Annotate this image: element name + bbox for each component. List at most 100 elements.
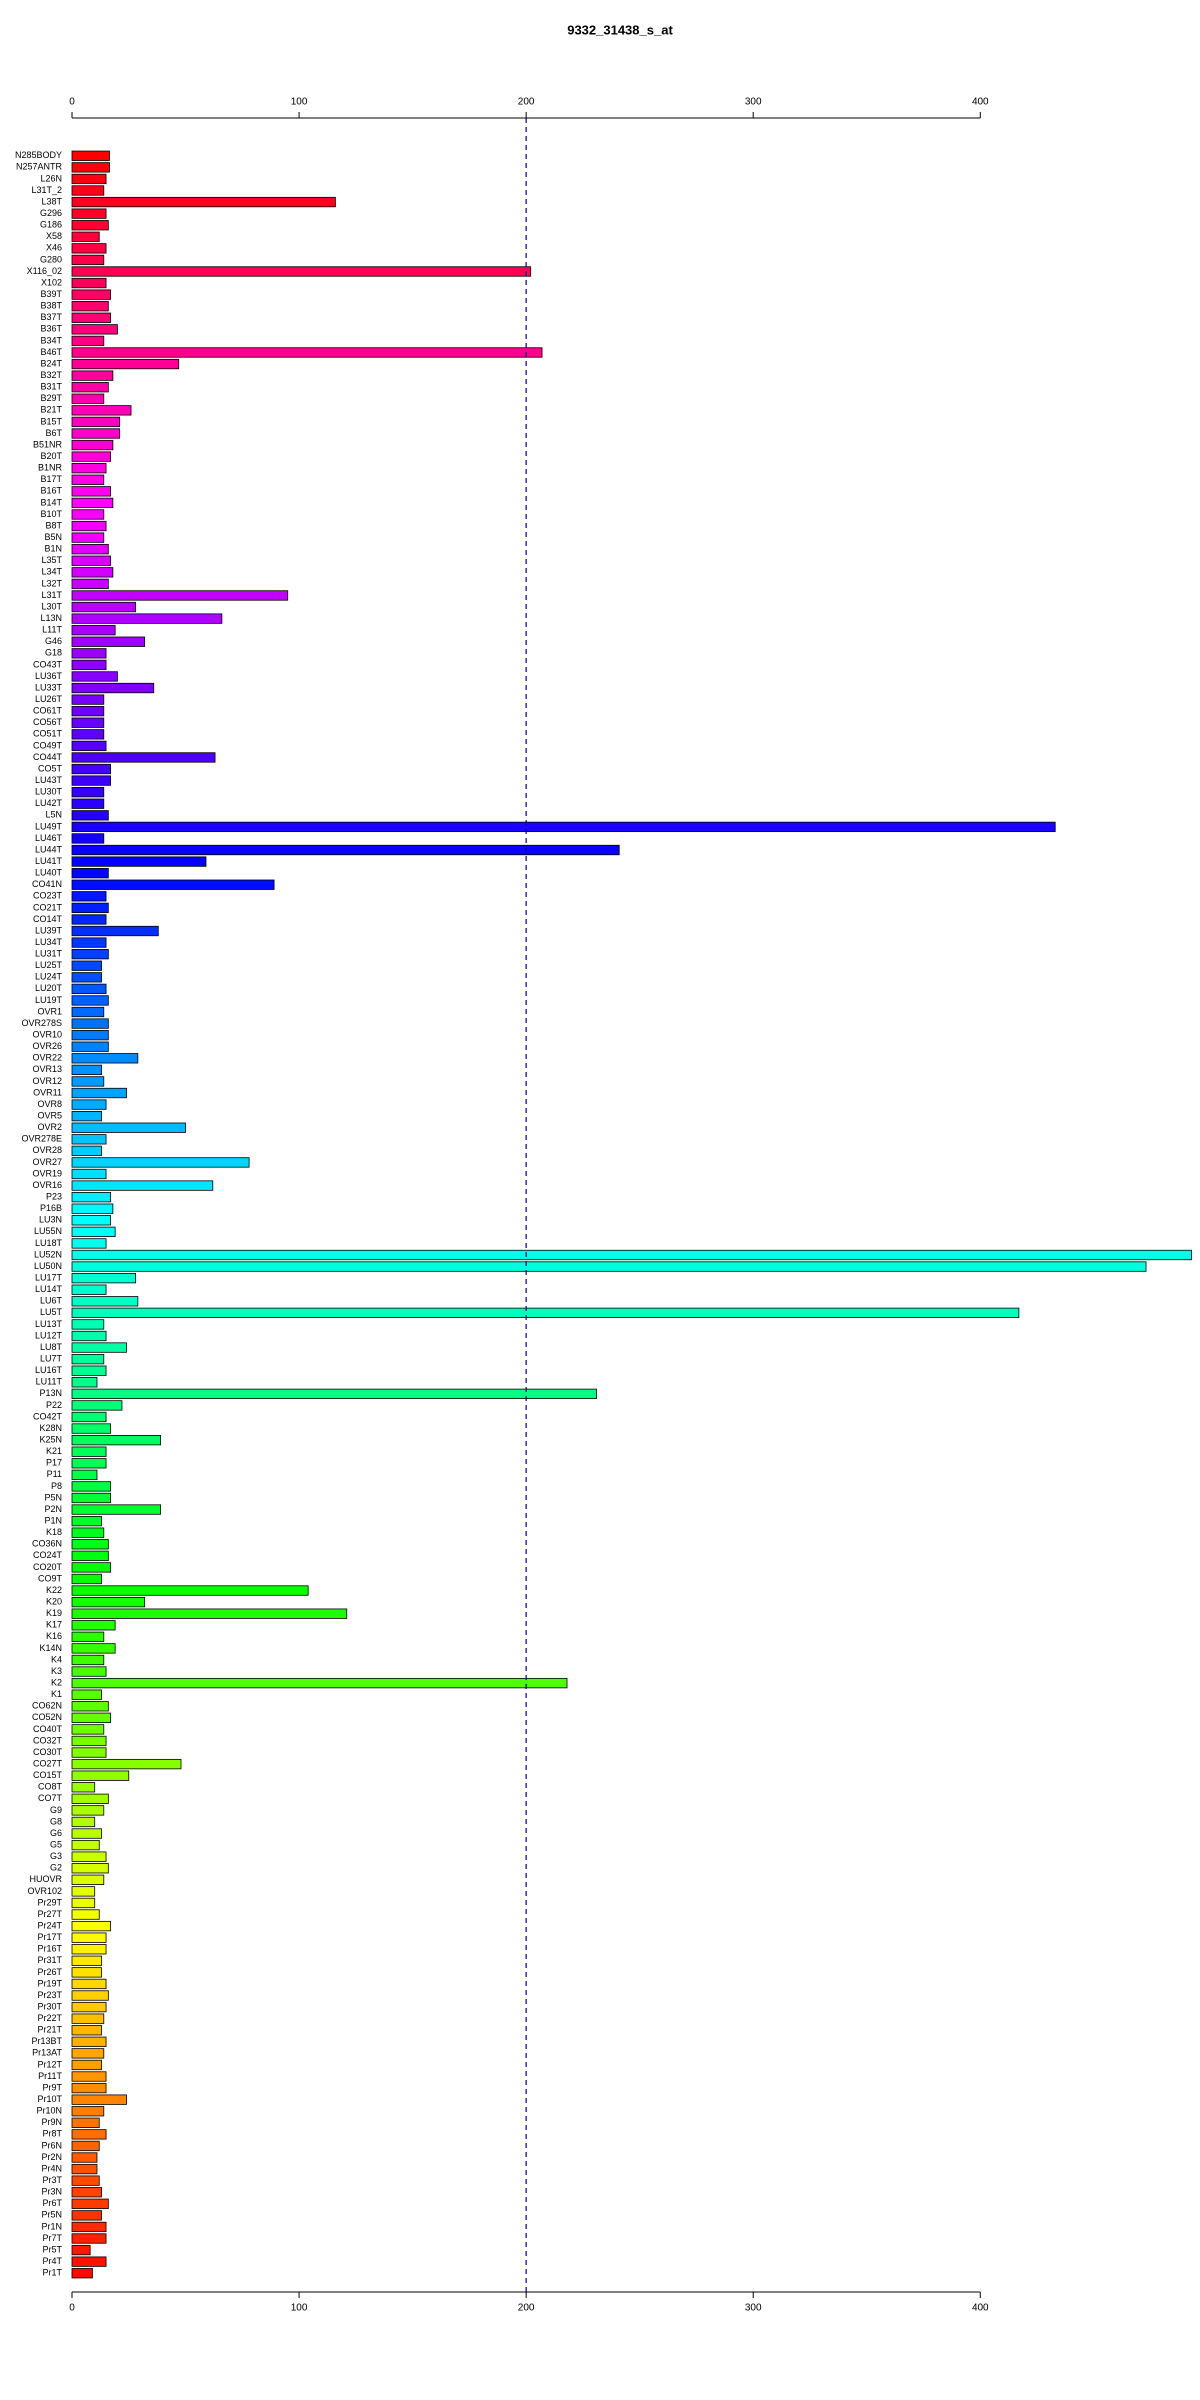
bar <box>71 474 105 485</box>
bar <box>71 1192 112 1203</box>
y-tick-label: OVR102 <box>27 1886 62 1896</box>
y-tick-label: P22 <box>46 1400 62 1410</box>
bar <box>71 659 107 671</box>
y-tick-label: CO52N <box>32 1712 62 1722</box>
y-tick-label: G9 <box>50 1805 62 1815</box>
y-tick-label: LU46T <box>35 833 63 843</box>
bar <box>71 891 107 902</box>
y-tick-label: K18 <box>46 1527 62 1537</box>
y-tick-label: LU6T <box>40 1296 63 1306</box>
bar <box>71 648 107 659</box>
bar <box>71 2059 102 2071</box>
bar <box>71 555 112 566</box>
y-tick-label: L26N <box>40 173 62 183</box>
y-tick-label: OVR12 <box>32 1076 62 1086</box>
y-tick-label: LU17T <box>35 1273 63 1283</box>
y-tick-label: CO30T <box>33 1747 63 1757</box>
bar <box>71 590 289 601</box>
bar <box>71 798 105 809</box>
bar <box>71 1967 102 1978</box>
y-tick-label: P11 <box>47 1469 62 1479</box>
y-tick-label: P5N <box>44 1492 62 1502</box>
y-tick-label: CO7T <box>38 1793 63 1803</box>
bar <box>71 1076 105 1087</box>
y-tick-label: B24T <box>40 358 62 368</box>
bar <box>71 1481 112 1492</box>
y-tick-label: X58 <box>46 231 62 241</box>
y-tick-label: N257ANTR <box>16 162 63 172</box>
bar <box>71 1920 112 1932</box>
bar <box>71 1238 107 1249</box>
bar <box>71 972 102 983</box>
y-tick-label: LU7T <box>40 1354 63 1364</box>
y-tick-label: CO20T <box>33 1562 63 1572</box>
bar <box>71 960 102 971</box>
bar <box>71 1585 309 1596</box>
bar <box>71 983 107 995</box>
bar <box>71 1701 109 1712</box>
bar <box>71 694 105 705</box>
bar <box>71 1747 107 1758</box>
bar <box>71 717 105 728</box>
bar <box>71 1573 102 1585</box>
bar <box>71 671 118 682</box>
chart-title: 9332_31438_s_at <box>567 22 673 37</box>
y-tick-label: OVR278E <box>21 1134 62 1144</box>
bar <box>71 1365 107 1376</box>
bar <box>71 231 100 242</box>
y-tick-label: LU12T <box>35 1330 63 1340</box>
bar <box>71 740 107 752</box>
bar <box>71 868 109 879</box>
y-tick-label: LU34T <box>35 937 63 947</box>
bar <box>71 1978 107 1990</box>
y-tick-label: P17 <box>46 1458 62 1468</box>
bar <box>71 1863 109 1874</box>
bar <box>71 1828 102 1839</box>
x-tick-label: 300 <box>745 97 762 108</box>
y-tick-label: Pr10T <box>37 2094 62 2104</box>
y-tick-label: OVR5 <box>37 1111 62 1121</box>
bar <box>71 1932 107 1943</box>
bar <box>71 1145 102 1157</box>
bar <box>71 1122 186 1133</box>
bar <box>71 324 118 335</box>
y-tick-label: LU49T <box>35 821 63 831</box>
y-tick-label: G46 <box>45 636 62 646</box>
y-tick-label: B1NR <box>38 463 63 473</box>
bar <box>71 382 109 393</box>
y-tick-label: G6 <box>50 1828 62 1838</box>
y-tick-label: B32T <box>40 370 62 380</box>
y-tick-label: CO15T <box>33 1770 63 1780</box>
y-tick-label: OVR22 <box>32 1053 62 1063</box>
y-tick-label: LU41T <box>35 856 63 866</box>
x-tick-label: 300 <box>745 2303 762 2314</box>
y-tick-label: G186 <box>40 220 62 230</box>
y-tick-label: LU36T <box>35 671 63 681</box>
y-tick-label: HUOVR <box>29 1874 62 1884</box>
bar <box>71 185 105 196</box>
bar <box>71 1272 136 1284</box>
x-tick-label: 200 <box>518 2303 535 2314</box>
y-tick-label: OVR278S <box>21 1018 62 1028</box>
bar <box>71 243 107 254</box>
bar <box>71 937 107 948</box>
y-tick-label: LU55N <box>34 1226 62 1236</box>
y-tick-label: Pr16T <box>37 1944 62 1954</box>
y-tick-label: CO61T <box>33 706 63 716</box>
bar <box>71 1111 102 1122</box>
bar <box>71 1758 182 1770</box>
bar <box>71 1527 105 1538</box>
bar <box>71 1330 107 1342</box>
y-tick-label: Pr11T <box>38 2071 62 2081</box>
bar <box>71 2094 127 2105</box>
x-tick-label: 400 <box>972 2303 989 2314</box>
bar <box>71 1307 1020 1318</box>
bar <box>71 1643 116 1654</box>
bar <box>71 2013 105 2024</box>
y-tick-label: K1 <box>51 1689 62 1699</box>
y-tick-label: P16B <box>40 1203 62 1213</box>
bar <box>71 162 110 173</box>
bar <box>71 254 105 266</box>
y-tick-label: Pr4N <box>41 2163 62 2173</box>
bar <box>71 567 114 578</box>
